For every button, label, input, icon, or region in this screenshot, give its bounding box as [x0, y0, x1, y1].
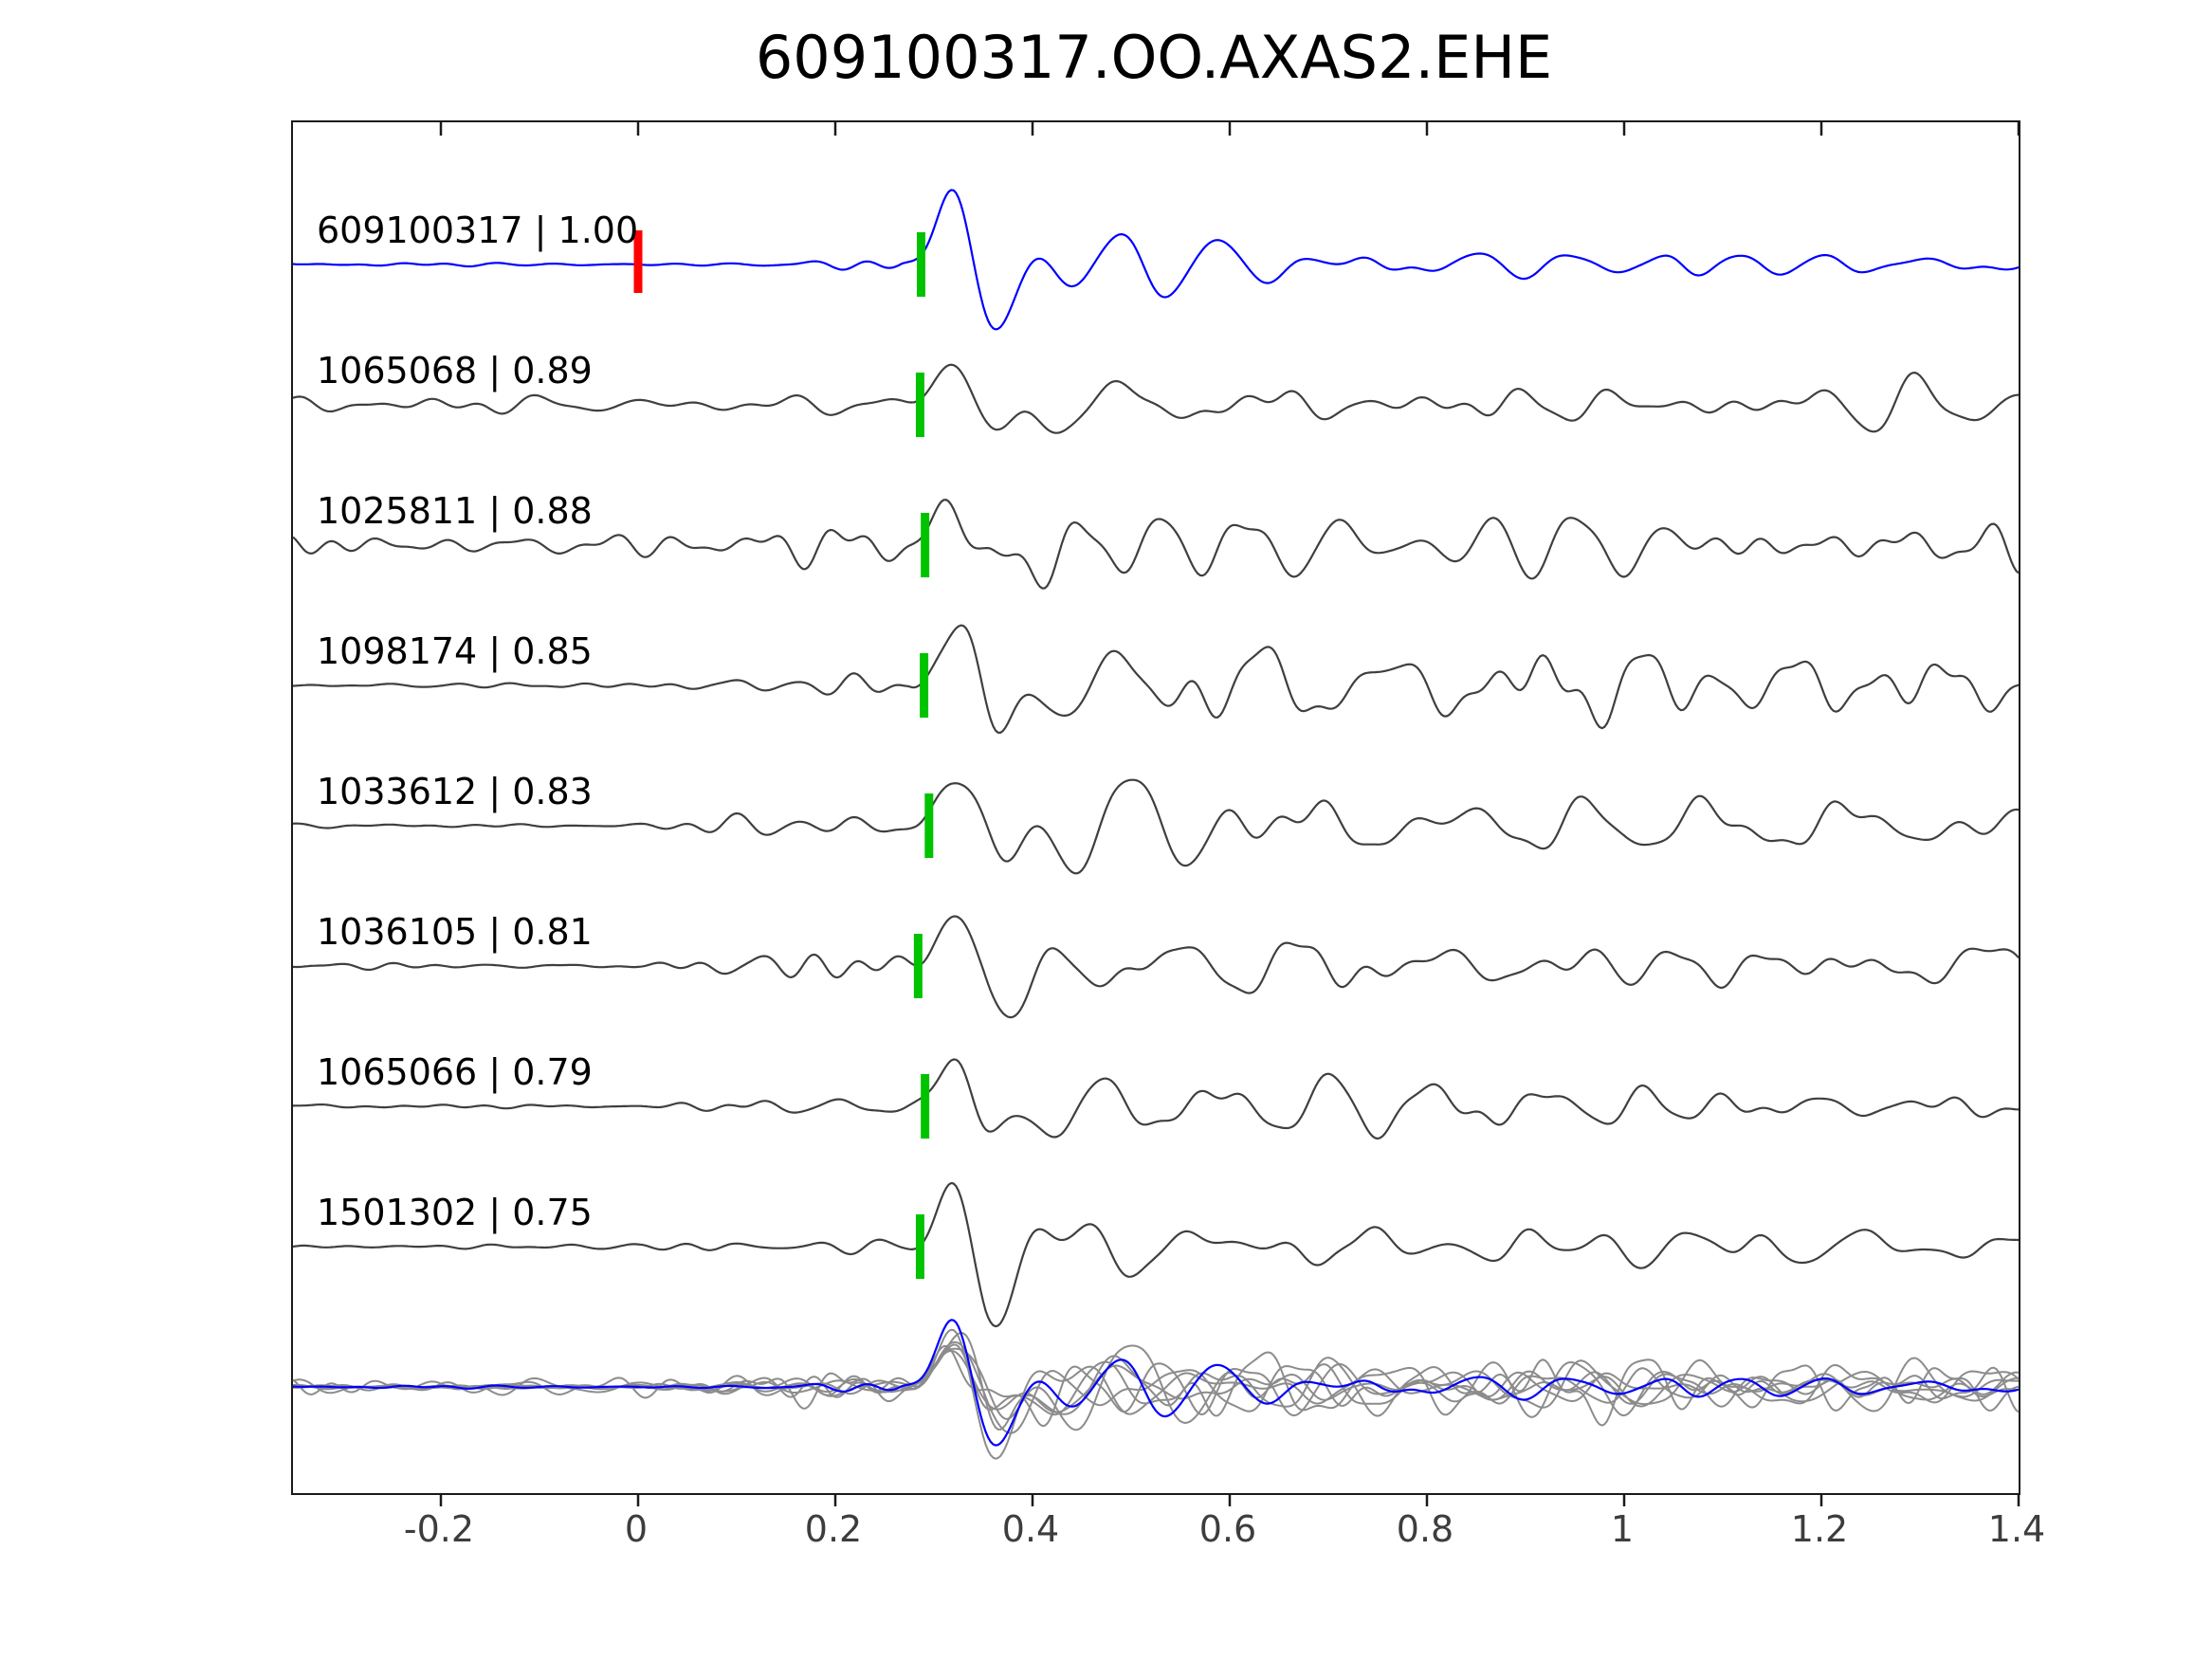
- trace-label: 1036105 | 0.81: [317, 911, 593, 953]
- trace-label: 1025811 | 0.88: [317, 490, 593, 532]
- trace-label: 1033612 | 0.83: [317, 771, 593, 812]
- waveform-trace-1025811: [292, 499, 2020, 590]
- x-tick-label: 1.4: [1987, 1508, 2046, 1550]
- trace-label: 609100317 | 1.00: [317, 210, 639, 251]
- trace-label: 1098174 | 0.85: [317, 630, 593, 672]
- x-tick-label: 0: [624, 1508, 649, 1550]
- x-tick-label: 0.2: [804, 1508, 863, 1550]
- x-tick-label: 0.6: [1198, 1508, 1257, 1550]
- waveform-trace-609100317: [292, 189, 2020, 331]
- waveform-trace-1098174: [292, 624, 2020, 735]
- overlay-trace-1501302: [292, 1328, 2020, 1460]
- x-tick-label: 0.4: [1001, 1508, 1060, 1550]
- overlay-trace-template: [292, 1319, 2020, 1447]
- trace-label: 1065066 | 0.79: [317, 1051, 593, 1093]
- x-tick-label: -0.2: [403, 1508, 475, 1550]
- waveform-plot: [292, 122, 2020, 1506]
- trace-label: 1501302 | 0.75: [317, 1192, 593, 1233]
- waveform-trace-1065068: [292, 363, 2020, 434]
- waveform-trace-1065066: [292, 1058, 2019, 1140]
- waveform-trace-1501302: [292, 1181, 2020, 1328]
- trace-label: 1065068 | 0.89: [317, 350, 593, 392]
- overlay-trace-1065068: [292, 1349, 2020, 1413]
- x-tick-label: 1: [1610, 1508, 1635, 1550]
- x-tick-label: 0.8: [1396, 1508, 1454, 1550]
- x-tick-label: 1.2: [1790, 1508, 1849, 1550]
- waveform-trace-1033612: [292, 778, 2020, 875]
- plot-area: 609100317 | 1.00 1065068 | 0.89 1025811 | …: [291, 120, 2020, 1506]
- waveform-trace-1036105: [292, 915, 2020, 1019]
- plot-title: 609100317.OO.AXAS2.EHE: [755, 23, 1553, 92]
